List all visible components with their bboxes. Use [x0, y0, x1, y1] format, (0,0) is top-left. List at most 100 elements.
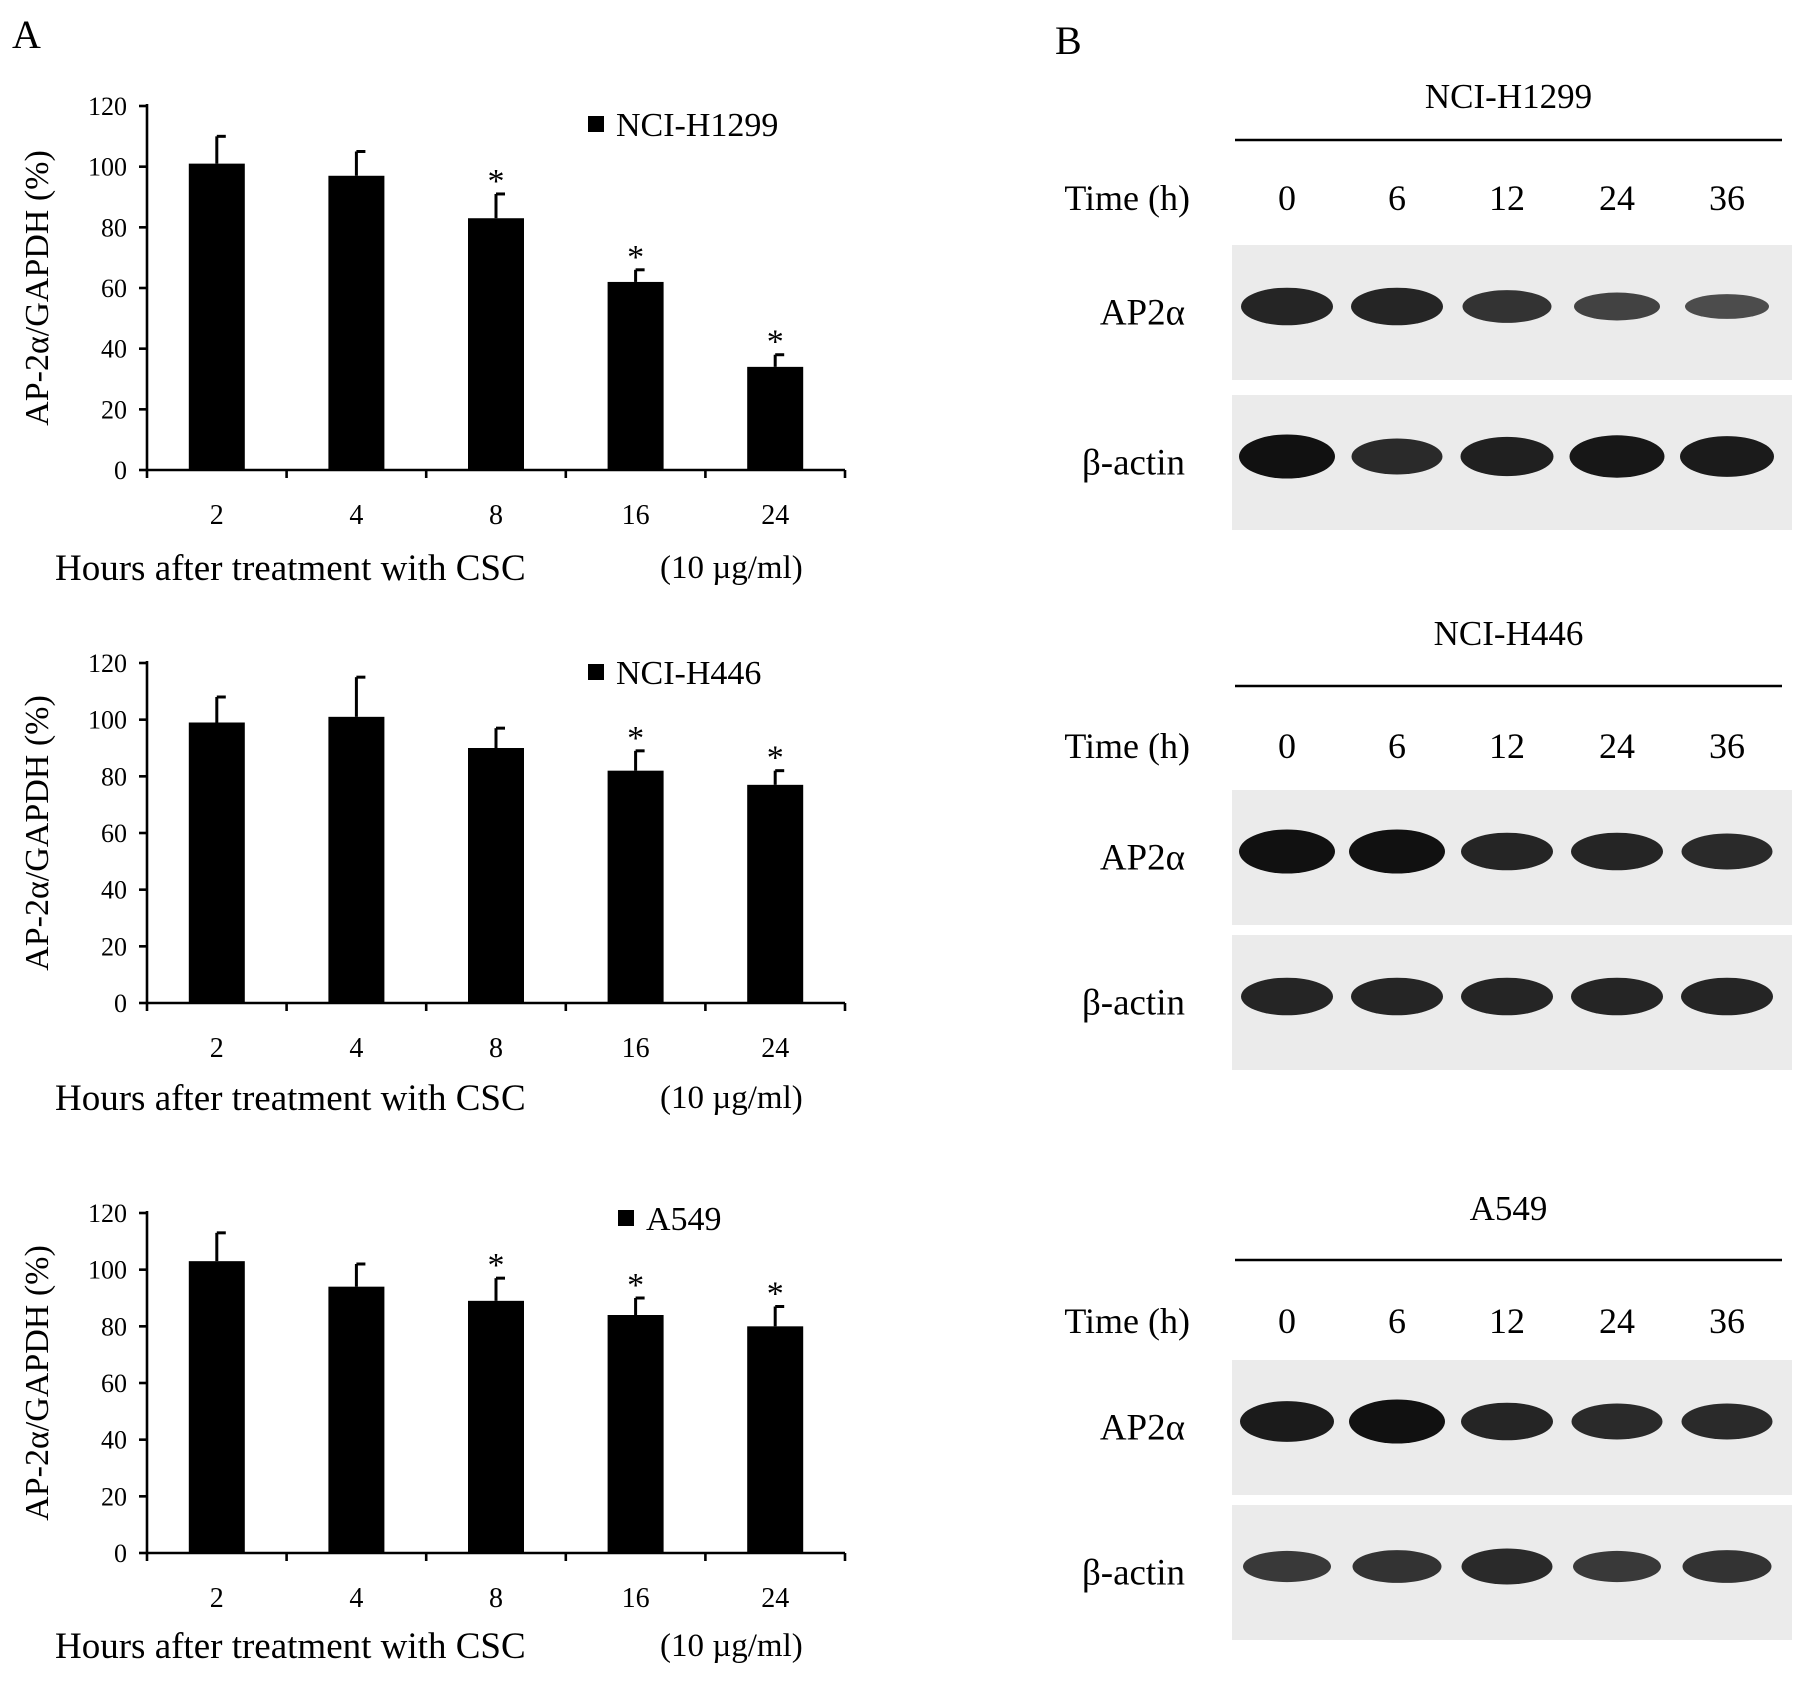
blot-band: [1349, 829, 1445, 874]
y-tick-label: 120: [88, 92, 127, 121]
legend-label: NCI-H1299: [616, 107, 778, 144]
x-tick-label: 24: [761, 1583, 789, 1614]
panel-b-label: B: [1055, 18, 1082, 63]
blot-band: [1461, 977, 1553, 1016]
timepoint-label: 6: [1388, 178, 1406, 218]
x-tick-label: 24: [761, 500, 789, 531]
y-tick-label: 80: [101, 762, 127, 791]
significance-marker: *: [627, 1267, 644, 1304]
x-tick-label: 2: [210, 1033, 224, 1064]
bar: [468, 218, 524, 470]
significance-marker: *: [767, 740, 784, 777]
y-axis-label: AP-2α/GAPDH (%): [19, 1245, 56, 1521]
bar: [607, 281, 664, 470]
blot-band: [1351, 287, 1443, 326]
bar: [747, 366, 804, 470]
blot-1: NCI-H1299 Time (h) 0 6 12 24 36 AP2α β-actin: [1064, 77, 1792, 530]
blot-band: [1461, 1548, 1553, 1585]
timepoint-label: 24: [1599, 726, 1635, 766]
y-tick-label: 120: [88, 649, 127, 678]
y-tick-label: 60: [101, 819, 127, 848]
blot-row-label: β-actin: [1082, 443, 1185, 484]
timepoint-label: 24: [1599, 178, 1635, 218]
y-tick-label: 60: [101, 1369, 127, 1398]
timepoint-label: 36: [1709, 1301, 1745, 1341]
y-axis-label: AP-2α/GAPDH (%): [19, 150, 56, 426]
blot-band: [1239, 434, 1335, 479]
blot-band: [1681, 833, 1773, 870]
blot-cell-line: NCI-H1299: [1425, 77, 1592, 116]
significance-marker: *: [627, 239, 644, 276]
blot-band: [1460, 436, 1554, 477]
blot-row-label: β-actin: [1082, 983, 1185, 1024]
x-tick-label: 8: [489, 1583, 503, 1614]
y-tick-label: 100: [88, 706, 127, 735]
x-axis-label-units: (10 µg/ml): [660, 1080, 803, 1116]
time-label: Time (h): [1064, 1301, 1190, 1341]
blot-cell-line: A549: [1470, 1189, 1548, 1228]
y-axis-label: AP-2α/GAPDH (%): [19, 695, 56, 971]
blot-band: [1681, 977, 1773, 1016]
blot-band: [1243, 1550, 1331, 1583]
timepoint-label: 36: [1709, 726, 1745, 766]
x-axis-label-units: (10 µg/ml): [660, 1628, 803, 1664]
timepoint-label: 12: [1489, 178, 1525, 218]
timepoint-label: 0: [1278, 178, 1296, 218]
legend-label: A549: [646, 1201, 722, 1238]
y-tick-label: 0: [114, 1539, 127, 1568]
y-tick-label: 40: [101, 335, 127, 364]
bar: [747, 1326, 804, 1553]
x-axis-label: Hours after treatment with CSC: [55, 548, 526, 589]
bar: [607, 770, 664, 1003]
x-axis-label: Hours after treatment with CSC: [55, 1078, 526, 1119]
y-tick-label: 0: [114, 456, 127, 485]
blot-band: [1461, 1402, 1553, 1441]
blot-band: [1574, 292, 1660, 321]
y-tick-label: 20: [101, 932, 127, 961]
x-tick-label: 16: [622, 1033, 650, 1064]
bar: [188, 1261, 245, 1553]
y-tick-label: 20: [101, 1482, 127, 1511]
blot-band: [1680, 436, 1774, 477]
blot-row-label: AP2α: [1100, 1408, 1185, 1449]
bar: [468, 748, 524, 1003]
y-tick-label: 60: [101, 274, 127, 303]
blot-row-label: β-actin: [1082, 1553, 1185, 1594]
blot-band: [1571, 1403, 1663, 1440]
bar: [328, 1286, 385, 1553]
blot-band: [1352, 1550, 1442, 1583]
blot-3: A549 Time (h) 0 6 12 24 36 AP2α β-actin: [1064, 1189, 1792, 1640]
timepoint-label: 0: [1278, 1301, 1296, 1341]
blot-2: NCI-H446 Time (h) 0 6 12 24 36 AP2α β-actin: [1064, 614, 1792, 1070]
y-tick-label: 0: [114, 989, 127, 1018]
significance-marker: *: [767, 324, 784, 361]
y-tick-label: 120: [88, 1199, 127, 1228]
blot-band: [1239, 829, 1335, 874]
blot-band: [1461, 832, 1553, 871]
x-tick-label: 2: [210, 500, 224, 531]
timepoint-label: 6: [1388, 1301, 1406, 1341]
blot-band: [1241, 977, 1333, 1016]
blot-band: [1682, 1550, 1772, 1583]
time-label: Time (h): [1064, 178, 1190, 218]
bar: [747, 784, 804, 1003]
significance-marker: *: [488, 1247, 505, 1284]
bar: [328, 175, 385, 470]
blot-band: [1240, 1401, 1334, 1442]
blot-band: [1241, 287, 1333, 326]
blot-band: [1462, 290, 1552, 323]
x-tick-label: 16: [622, 1583, 650, 1614]
bar: [188, 722, 245, 1003]
blot-band: [1571, 977, 1663, 1016]
blot-band: [1349, 1399, 1445, 1444]
x-tick-label: 8: [489, 1033, 503, 1064]
blot-row-label: AP2α: [1100, 838, 1185, 879]
blot-band: [1685, 294, 1769, 319]
x-tick-label: 2: [210, 1583, 224, 1614]
